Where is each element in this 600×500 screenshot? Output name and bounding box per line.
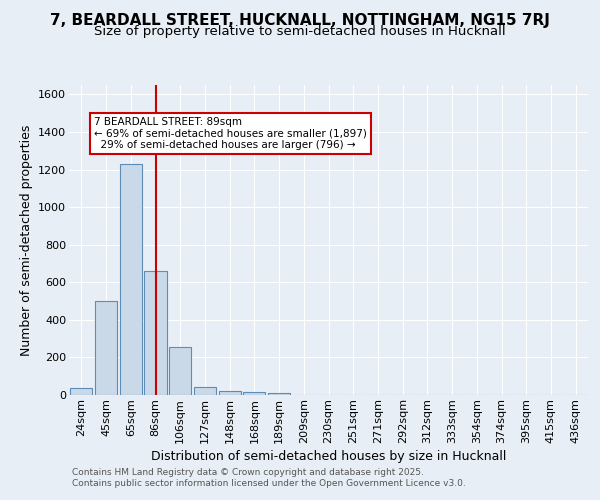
Bar <box>268 393 290 395</box>
Text: 7, BEARDALL STREET, HUCKNALL, NOTTINGHAM, NG15 7RJ: 7, BEARDALL STREET, HUCKNALL, NOTTINGHAM… <box>50 12 550 28</box>
Bar <box>70 388 92 395</box>
Bar <box>145 271 167 395</box>
Bar <box>169 347 191 395</box>
Text: Contains HM Land Registry data © Crown copyright and database right 2025.
Contai: Contains HM Land Registry data © Crown c… <box>72 468 466 487</box>
Y-axis label: Number of semi-detached properties: Number of semi-detached properties <box>20 124 32 356</box>
Bar <box>119 164 142 395</box>
Bar <box>243 392 265 395</box>
Bar <box>194 386 216 395</box>
Text: 7 BEARDALL STREET: 89sqm
← 69% of semi-detached houses are smaller (1,897)
  29%: 7 BEARDALL STREET: 89sqm ← 69% of semi-d… <box>94 117 367 150</box>
Bar <box>95 301 117 395</box>
Text: Size of property relative to semi-detached houses in Hucknall: Size of property relative to semi-detach… <box>94 25 506 38</box>
Bar <box>218 391 241 395</box>
X-axis label: Distribution of semi-detached houses by size in Hucknall: Distribution of semi-detached houses by … <box>151 450 506 463</box>
